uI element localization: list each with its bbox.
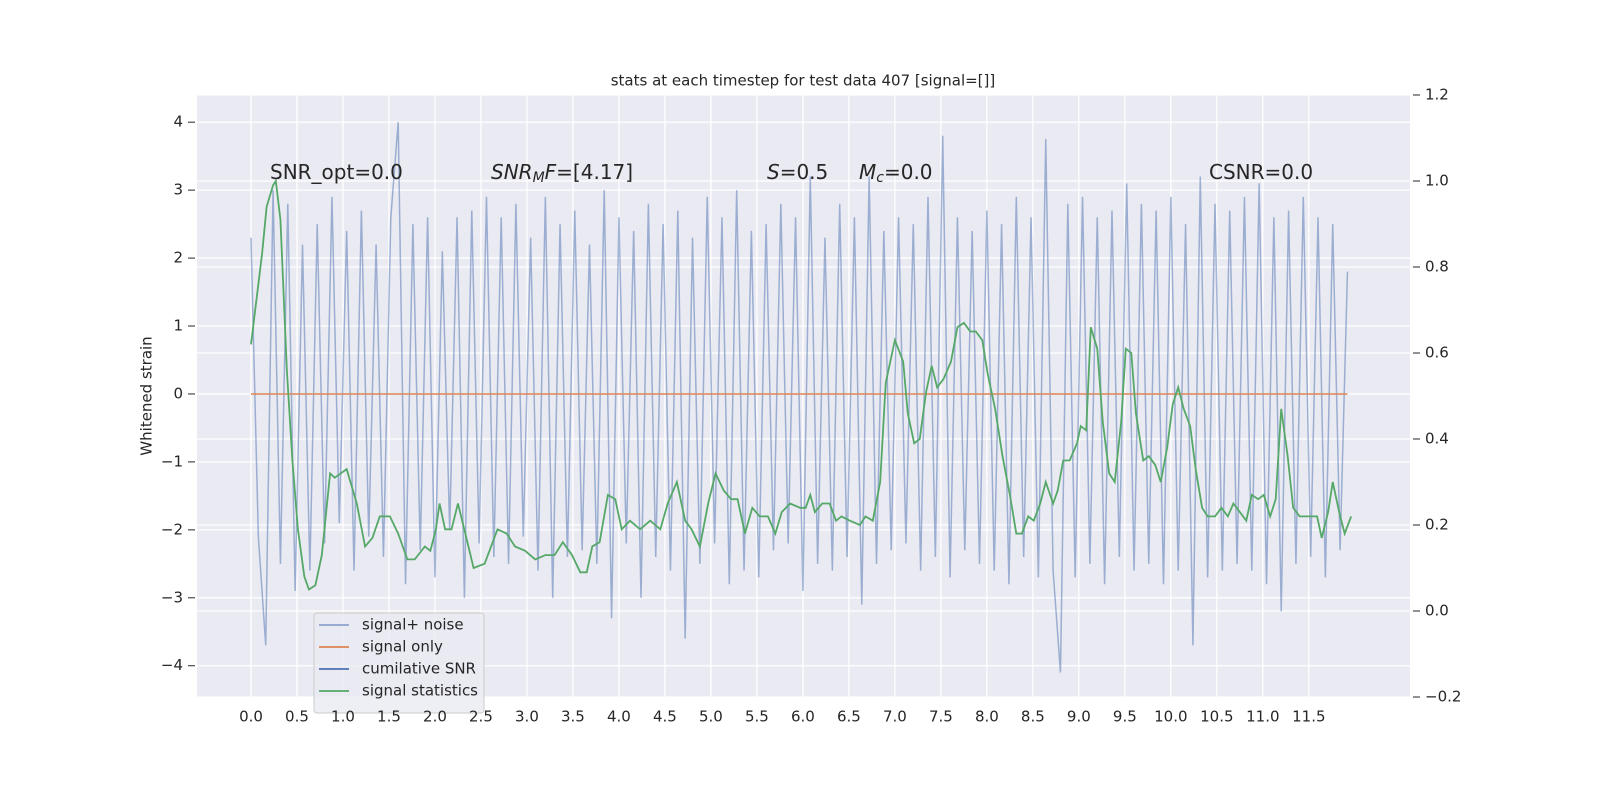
y-tick-label: 4 xyxy=(173,113,183,131)
x-tick-label: 7.0 xyxy=(883,708,907,726)
x-tick-label: 9.0 xyxy=(1067,708,1091,726)
legend-label: signal statistics xyxy=(362,682,478,700)
annotations: SNR_opt=0.0 SNRMF=[4.17] S=0.5 Mc=0.0 CSNR=0… xyxy=(270,160,1313,187)
annotation: CSNR=0.0 xyxy=(1209,160,1313,184)
annotation-part: =0.0 xyxy=(884,160,933,184)
annotation-part: M xyxy=(533,170,545,186)
annotation: SNR_opt=0.0 xyxy=(270,160,403,184)
y-tick-label: −4 xyxy=(161,656,183,674)
y2-tick-label: 1.2 xyxy=(1425,86,1449,104)
y2-tick-label: −0.2 xyxy=(1425,688,1461,706)
y2-tick-label: 0.2 xyxy=(1425,516,1449,534)
x-tick-label: 2.5 xyxy=(469,708,493,726)
x-tick-label: 1.5 xyxy=(377,708,401,726)
annotation-part: =0.5 xyxy=(780,160,829,184)
x-tick-label: 1.0 xyxy=(331,708,355,726)
annotation-part: CSNR=0.0 xyxy=(1209,160,1313,184)
chart-title: stats at each timestep for test data 407… xyxy=(611,72,996,90)
x-tick-label: 3.5 xyxy=(561,708,585,726)
annotation: SNRMF=[4.17] xyxy=(491,160,633,187)
x-tick-label: 6.0 xyxy=(791,708,815,726)
annotation-part: =[4.17] xyxy=(556,160,633,184)
y2-tick-label: 0.8 xyxy=(1425,258,1449,276)
x-tick-label: 0.5 xyxy=(285,708,309,726)
legend-label: signal only xyxy=(362,638,443,656)
annotation-part: c xyxy=(876,170,884,186)
x-tick-label: 7.5 xyxy=(929,708,953,726)
x-tick-label: 0.0 xyxy=(239,708,263,726)
y2-tick-label: 0.6 xyxy=(1425,344,1449,362)
annotation: Mc=0.0 xyxy=(859,160,933,187)
x-tick-label: 3.0 xyxy=(515,708,539,726)
x-tick-label: 9.5 xyxy=(1113,708,1137,726)
lines xyxy=(250,122,1352,673)
legend-label: cumilative SNR xyxy=(362,660,476,678)
y-tick-label: 3 xyxy=(173,181,183,199)
x-tick-label: 10.5 xyxy=(1200,708,1233,726)
x-tick-label: 11.0 xyxy=(1246,708,1279,726)
y-tick-label: −1 xyxy=(161,452,183,470)
series-line xyxy=(250,178,1352,591)
x-tick-label: 11.5 xyxy=(1292,708,1325,726)
legend: signal+ noise signal only cumilative SNR si… xyxy=(313,612,485,714)
legend-box xyxy=(313,612,485,714)
y-tick-label: 1 xyxy=(173,317,183,335)
grid xyxy=(197,94,1410,698)
annotation-part: S xyxy=(767,160,780,184)
y-tick-label: 2 xyxy=(173,249,183,267)
x-tick-label: 4.5 xyxy=(653,708,677,726)
legend-label: signal+ noise xyxy=(362,616,464,634)
annotation-part: SNR_opt=0.0 xyxy=(270,160,403,184)
x-tick-label: 8.5 xyxy=(1021,708,1045,726)
x-tick-label: 2.0 xyxy=(423,708,447,726)
annotation: S=0.5 xyxy=(767,160,828,184)
y-axis-label: Whitened strain xyxy=(138,336,156,455)
axes: 0.0 0.5 1.0 1.5 2.0 2.5 3.0 3.5 4.0 4.5 5.0 5.5 6.0 6… xyxy=(161,86,1462,726)
x-tick-label: 5.0 xyxy=(699,708,723,726)
x-tick-label: 4.0 xyxy=(607,708,631,726)
annotation-part: F xyxy=(545,160,557,184)
y2-tick-label: 0.0 xyxy=(1425,602,1449,620)
y-tick-label: −3 xyxy=(161,588,183,606)
y-tick-label: −2 xyxy=(161,520,183,538)
y-tick-label: 0 xyxy=(173,384,183,402)
annotation-part: SNR xyxy=(491,160,533,184)
x-tick-label: 10.0 xyxy=(1154,708,1187,726)
x-tick-label: 6.5 xyxy=(837,708,861,726)
y2-tick-label: 1.0 xyxy=(1425,172,1449,190)
annotation-part: M xyxy=(859,160,876,184)
y2-tick-label: 0.4 xyxy=(1425,430,1449,448)
x-tick-label: 5.5 xyxy=(745,708,769,726)
series-line xyxy=(250,122,1349,673)
x-tick-label: 8.0 xyxy=(975,708,999,726)
